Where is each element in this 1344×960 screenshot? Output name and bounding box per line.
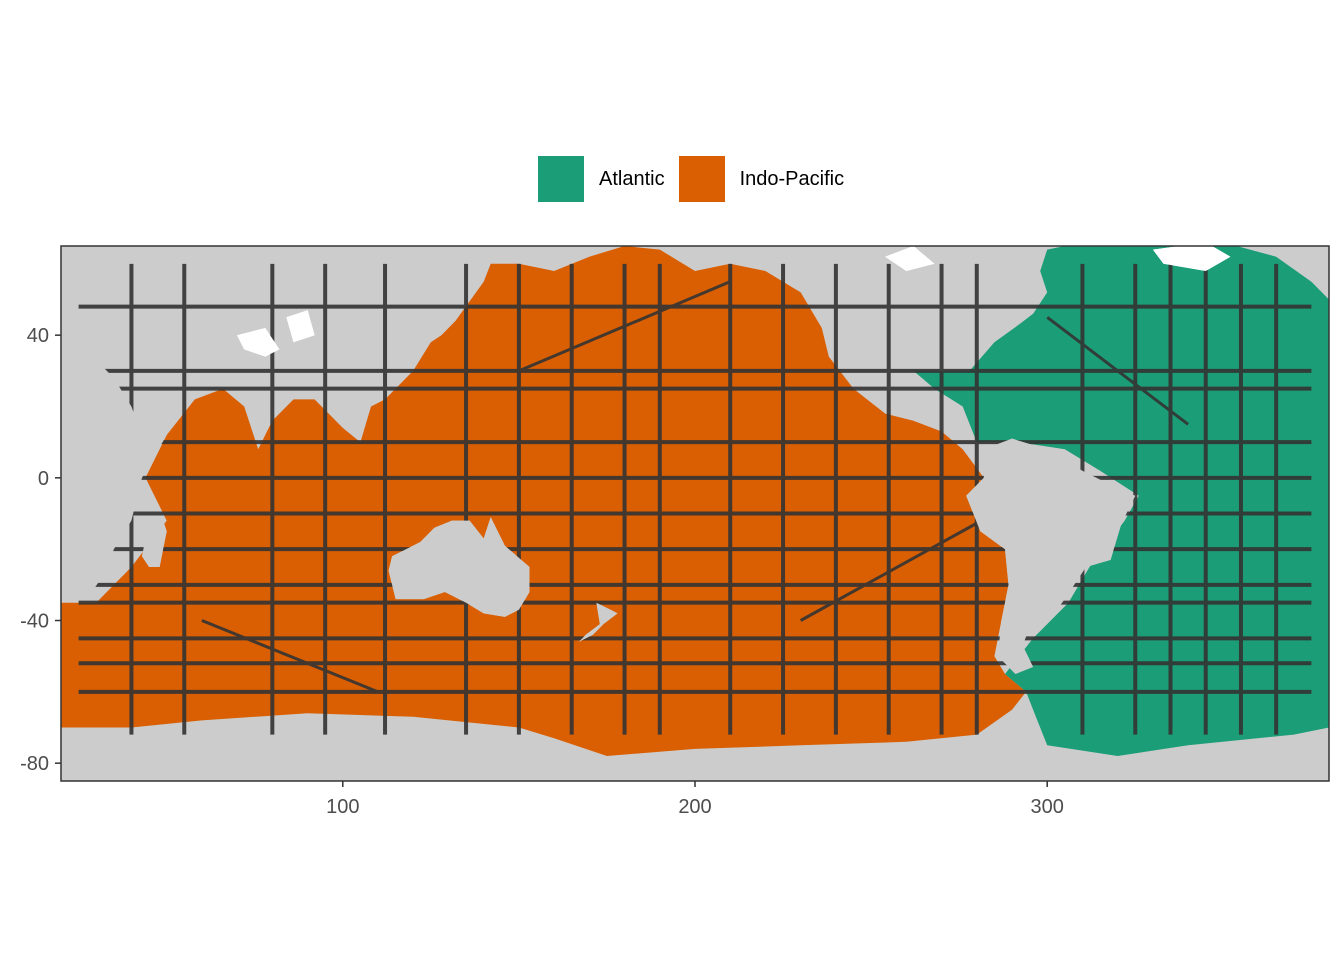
land-overlay-south-america [966, 438, 1136, 674]
y-tick-label: 0 [38, 468, 49, 490]
x-axis: 100 200 300 [326, 781, 1064, 818]
land-overlay-africa [61, 360, 167, 603]
legend-swatch-atlantic [538, 156, 584, 202]
y-axis: 40 0 -40 -80 [20, 325, 61, 775]
ice-overlay-tibet [286, 310, 315, 343]
x-tick-label: 100 [326, 796, 359, 818]
plot-area [61, 246, 1329, 781]
legend-label-atlantic: Atlantic [599, 167, 665, 190]
legend-swatch-indo-pacific [678, 156, 725, 202]
land-overlay-new-zealand [578, 602, 618, 642]
y-tick-label: -80 [20, 753, 49, 775]
land-overlay-madagascar [142, 520, 167, 567]
ice-overlay-himalaya [237, 328, 280, 357]
land-overlay-australia [388, 517, 530, 617]
basin-atlantic [913, 246, 1329, 756]
ice-overlay-rockies [885, 246, 935, 271]
y-tick-label: -40 [20, 611, 49, 633]
cruise-track [201, 619, 379, 694]
cruise-track [1046, 316, 1190, 426]
x-tick-label: 200 [678, 796, 711, 818]
x-tick-label: 300 [1031, 796, 1064, 818]
y-tick-label: 40 [27, 325, 49, 347]
ice-overlay-arctic-greenland [1152, 246, 1231, 271]
legend-item-atlantic: Atlantic [538, 156, 665, 202]
legend-item-indo-pacific: Indo-Pacific [678, 156, 845, 202]
legend-label-indo-pacific: Indo-Pacific [739, 167, 845, 190]
cruise-track [799, 512, 996, 622]
legend: Atlantic Indo-Pacific [538, 156, 858, 202]
cruise-track [518, 280, 731, 373]
